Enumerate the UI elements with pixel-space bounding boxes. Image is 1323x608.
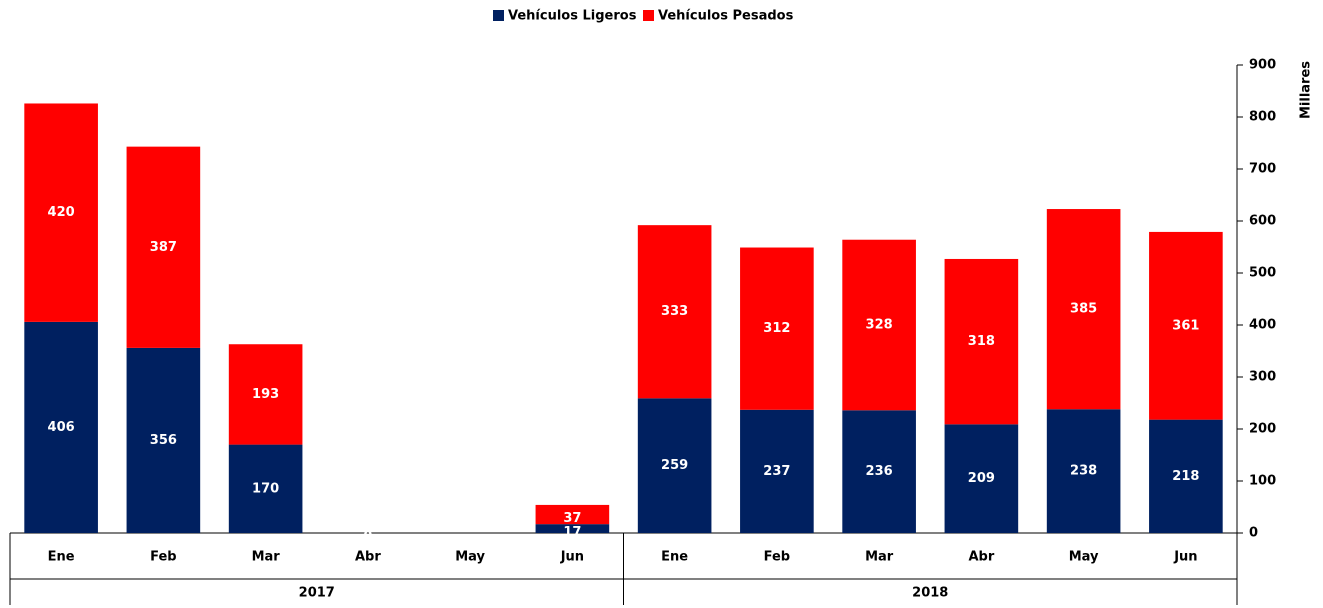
group-label: 2018 [912,586,948,601]
bar-segment [1046,209,1121,410]
bar-segment [740,247,814,410]
value-label: 238 [1070,464,1097,479]
value-label: 218 [1172,469,1199,484]
value-label: 318 [968,334,995,349]
bar-segment [228,344,303,445]
bar-segment [842,410,916,533]
y-tick-label: 500 [1249,266,1276,281]
x-tick-label: Ene [48,550,75,565]
x-tick-label: Abr [355,550,381,565]
y-tick-label: 400 [1249,318,1276,333]
bar-segment [944,258,1019,425]
value-label: 387 [150,240,177,255]
y-tick-label: 100 [1249,474,1276,489]
bar-segment [1046,409,1121,533]
x-tick-label: Ene [661,550,688,565]
value-label: 237 [763,464,790,479]
value-label: 209 [968,471,995,486]
y-tick-label: 200 [1249,422,1276,437]
x-tick-label: Jun [1173,550,1197,565]
legend-swatch [643,10,654,21]
value-label: 312 [763,321,790,336]
y-axis-label: Millares [1299,61,1314,119]
group-label: 2017 [299,586,335,601]
bar-segment [126,347,201,533]
x-tick-label: Feb [150,550,176,565]
x-tick-label: May [1069,550,1099,565]
bar-segment [228,444,303,533]
legend-label: Vehículos Ligeros [508,9,637,24]
bar-segment [740,409,814,533]
value-label: 406 [48,420,75,435]
x-tick-label: Jun [560,550,584,565]
x-tick-label: Abr [968,550,994,565]
x-tick-label: Mar [252,550,281,565]
bar-segment [535,524,610,533]
value-label: 170 [252,481,279,496]
value-label: 333 [661,304,688,319]
bar-segment [1149,231,1223,420]
value-label: 356 [150,433,177,448]
bar-segment [1149,419,1223,533]
y-tick-label: 800 [1249,110,1276,125]
x-tick-label: Feb [764,550,790,565]
y-tick-label: 600 [1249,214,1276,229]
bar-segment [126,146,201,348]
value-label: 328 [866,318,893,333]
x-tick-label: Mar [865,550,894,565]
value-label: 420 [48,205,75,220]
y-tick-label: 700 [1249,162,1276,177]
value-label: 259 [661,458,688,473]
bar-segment [535,504,610,525]
y-tick-label: 900 [1249,58,1276,73]
value-label: 37 [563,511,581,526]
bar-segment [944,424,1019,533]
value-label: 193 [252,387,279,402]
value-label: 0 [363,530,372,545]
y-tick-label: 0 [1249,526,1258,541]
legend-label: Vehículos Pesados [658,9,794,24]
value-label: 236 [866,464,893,479]
bar-segment [842,239,916,411]
value-label: 17 [563,525,581,540]
bar-segment [637,398,712,533]
value-label: 385 [1070,302,1097,317]
legend-swatch [493,10,504,21]
value-label: 361 [1172,318,1199,333]
bar-segment [24,321,98,533]
y-tick-label: 300 [1249,370,1276,385]
x-tick-label: May [455,550,485,565]
bar-segment [637,225,712,399]
bar-segment [24,103,98,322]
